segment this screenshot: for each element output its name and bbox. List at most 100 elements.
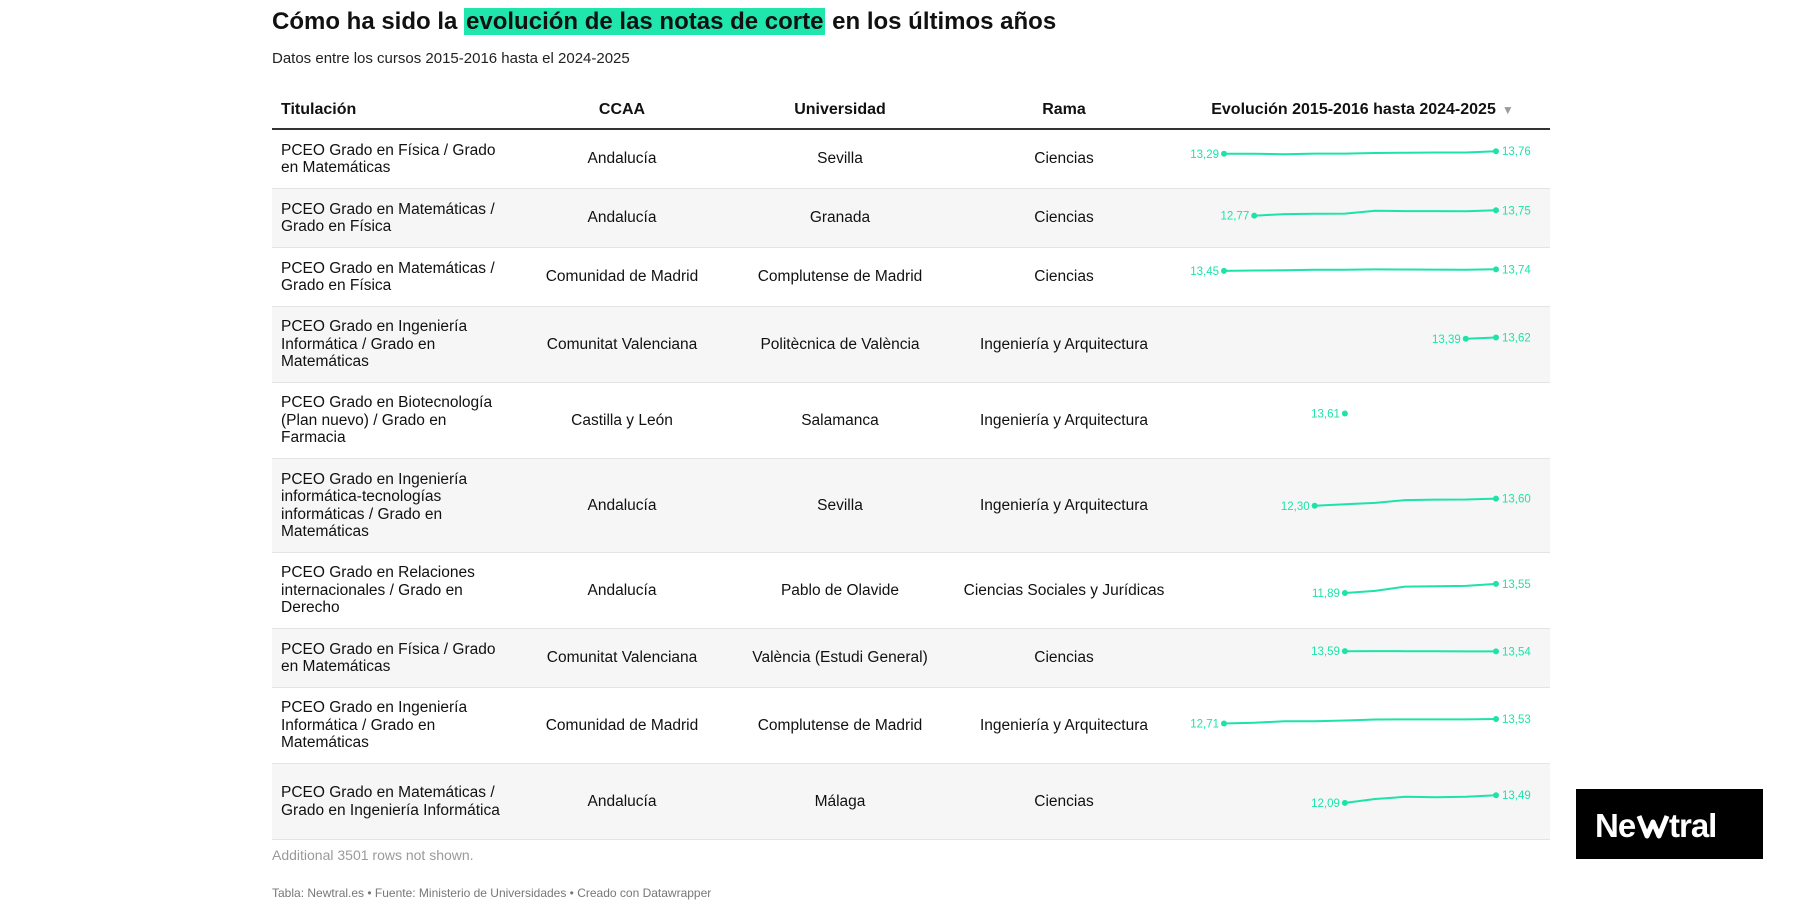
sparkline-path: [1344, 582, 1497, 594]
data-table: Titulación CCAA Universidad Rama Evoluci…: [272, 92, 1550, 840]
cell-titulacion: PCEO Grado en Relaciones internacionales…: [272, 552, 517, 629]
cell-ccaa: Andalucía: [517, 552, 727, 629]
cell-universidad: Complutense de Madrid: [727, 687, 953, 764]
cell-ccaa: Andalucía: [517, 188, 727, 248]
newtral-logo-mark: Ne tral: [1595, 807, 1717, 844]
sparkline-last-label: 13,60: [1502, 494, 1531, 506]
cell-titulacion: PCEO Grado en Física / Grado en Matemáti…: [272, 628, 517, 688]
sparkline-first-label: 13,29: [1190, 149, 1219, 161]
cell-sparkline: 13,59 13,54: [1175, 628, 1550, 688]
sparkline-first-point: [1221, 720, 1227, 727]
column-header-universidad[interactable]: Universidad: [727, 92, 953, 130]
sparkline-path: [1223, 268, 1497, 272]
table-row: PCEO Grado en Biotecnología (Plan nuevo)…: [272, 382, 1550, 459]
sparkline-last-label: 13,62: [1502, 332, 1531, 344]
table-row: PCEO Grado en Matemáticas / Grado en Ing…: [272, 763, 1550, 840]
sparkline-path: [1224, 150, 1497, 156]
sparkline-last-point: [1493, 148, 1499, 155]
sparkline-path: [1344, 794, 1497, 804]
cell-sparkline: 13,45 13,74: [1175, 247, 1550, 307]
sparkline-last-point: [1493, 495, 1499, 502]
cell-titulacion: PCEO Grado en Ingeniería Informática / G…: [272, 306, 517, 383]
sparkline-chart: 12,71 13,53: [1190, 714, 1531, 731]
title-part: Cómo ha sido la: [272, 8, 465, 35]
sparkline-chart: 12,09 13,49: [1311, 790, 1531, 810]
sparkline-chart: 12,77 13,75: [1220, 205, 1530, 223]
sparkline-first-label: 12,71: [1190, 718, 1219, 730]
sparkline-last-label: 13,54: [1502, 646, 1531, 658]
sparkline-chart: 13,39 13,62: [1432, 332, 1531, 345]
sparkline-last-point: [1493, 715, 1499, 722]
cell-rama: Ingeniería y Arquitectura: [953, 458, 1175, 553]
sparkline-first-label: 12,30: [1281, 501, 1310, 513]
cell-rama: Ciencias: [953, 188, 1175, 248]
cell-universidad: Granada: [727, 188, 953, 248]
column-header-evolucion[interactable]: Evolución 2015-2016 hasta 2024-2025 ▼: [1175, 92, 1550, 130]
cell-sparkline: 13,39 13,62: [1175, 306, 1550, 383]
sparkline-last-point: [1493, 648, 1499, 655]
cell-sparkline: 12,77 13,75: [1175, 188, 1550, 248]
cell-rama: Ciencias: [953, 129, 1175, 189]
footer-credits: Tabla: Newtral.es • Fuente: Ministerio d…: [272, 886, 712, 900]
column-header-evolucion-label: Evolución 2015-2016 hasta 2024-2025: [1211, 101, 1496, 118]
cell-ccaa: Comunitat Valenciana: [517, 306, 727, 383]
cell-sparkline: 11,89 13,55: [1175, 552, 1550, 629]
cell-sparkline: 12,71 13,53: [1175, 687, 1550, 764]
table-row: PCEO Grado en Ingeniería Informática / G…: [272, 687, 1550, 764]
sparkline-last-point: [1493, 792, 1499, 799]
cell-universidad: Sevilla: [727, 458, 953, 553]
cell-titulacion: PCEO Grado en Ingeniería Informática / G…: [272, 687, 517, 764]
sparkline-path: [1465, 336, 1497, 340]
cell-sparkline: 13,29 13,76: [1175, 129, 1550, 189]
table-row: PCEO Grado en Relaciones internacionales…: [272, 552, 1550, 629]
logo-w-glyph: [1636, 815, 1669, 839]
sparkline-chart: 11,89 13,55: [1312, 579, 1531, 600]
cell-titulacion: PCEO Grado en Biotecnología (Plan nuevo)…: [272, 382, 517, 459]
sparkline-first-point: [1341, 590, 1348, 597]
sparkline-first-label: 13,59: [1311, 646, 1340, 658]
sparkline-first-point: [1221, 150, 1227, 157]
cell-universidad: Complutense de Madrid: [727, 247, 953, 307]
cell-titulacion: PCEO Grado en Física / Grado en Matemáti…: [272, 129, 517, 189]
cell-titulacion: PCEO Grado en Matemáticas / Grado en Fís…: [272, 188, 517, 248]
logo-wordmark: tral: [1669, 807, 1716, 844]
sparkline-first-label: 12,09: [1311, 798, 1340, 810]
sparkline-first-point: [1251, 212, 1258, 219]
title-highlight: evolución de las notas de corte: [464, 8, 826, 35]
table-row: PCEO Grado en Matemáticas / Grado en Fís…: [272, 247, 1550, 307]
table-row: PCEO Grado en Física / Grado en Matemáti…: [272, 628, 1550, 688]
sparkline-chart: 13,45 13,74: [1190, 264, 1531, 278]
sparkline-last-point: [1493, 207, 1499, 214]
cell-rama: Ingeniería y Arquitectura: [953, 687, 1175, 764]
column-header-rama[interactable]: Rama: [953, 92, 1175, 130]
sparkline-chart: 13,29 13,76: [1190, 146, 1531, 161]
chart-title: Cómo ha sido la evolución de las notas d…: [272, 8, 1056, 36]
sparkline-last-label: 13,49: [1502, 790, 1531, 802]
sparkline-first-point: [1341, 648, 1348, 655]
column-header-titulacion[interactable]: Titulación: [272, 92, 517, 130]
sparkline-path: [1314, 497, 1497, 507]
sparkline-path: [1223, 718, 1497, 725]
table-row: PCEO Grado en Matemáticas / Grado en Fís…: [272, 188, 1550, 248]
sparkline-first-point: [1462, 335, 1469, 342]
column-header-ccaa[interactable]: CCAA: [517, 92, 727, 130]
sparkline-first-point: [1311, 502, 1318, 509]
cell-sparkline: 12,09 13,49: [1175, 763, 1550, 840]
sparkline-last-point: [1493, 580, 1499, 587]
hidden-rows-note: Additional 3501 rows not shown.: [272, 847, 474, 863]
chart-subtitle: Datos entre los cursos 2015-2016 hasta e…: [272, 50, 630, 67]
cell-sparkline: 12,30 13,60: [1175, 458, 1550, 553]
sparkline-first-label: 11,89: [1312, 588, 1340, 600]
sparkline-first-label: 12,77: [1220, 211, 1249, 223]
cell-sparkline: 13,61: [1175, 382, 1550, 459]
cell-ccaa: Comunidad de Madrid: [517, 687, 727, 764]
cell-ccaa: Andalucía: [517, 763, 727, 840]
cell-ccaa: Andalucía: [517, 458, 727, 553]
cell-universidad: Sevilla: [727, 129, 953, 189]
cell-rama: Ingeniería y Arquitectura: [953, 306, 1175, 383]
sparkline-last-label: 13,74: [1502, 264, 1531, 276]
cell-ccaa: Castilla y León: [517, 382, 727, 459]
cell-titulacion: PCEO Grado en Matemáticas / Grado en Ing…: [272, 763, 517, 840]
sparkline-path: [1254, 209, 1497, 217]
sparkline-last-label: 13,55: [1502, 579, 1531, 591]
